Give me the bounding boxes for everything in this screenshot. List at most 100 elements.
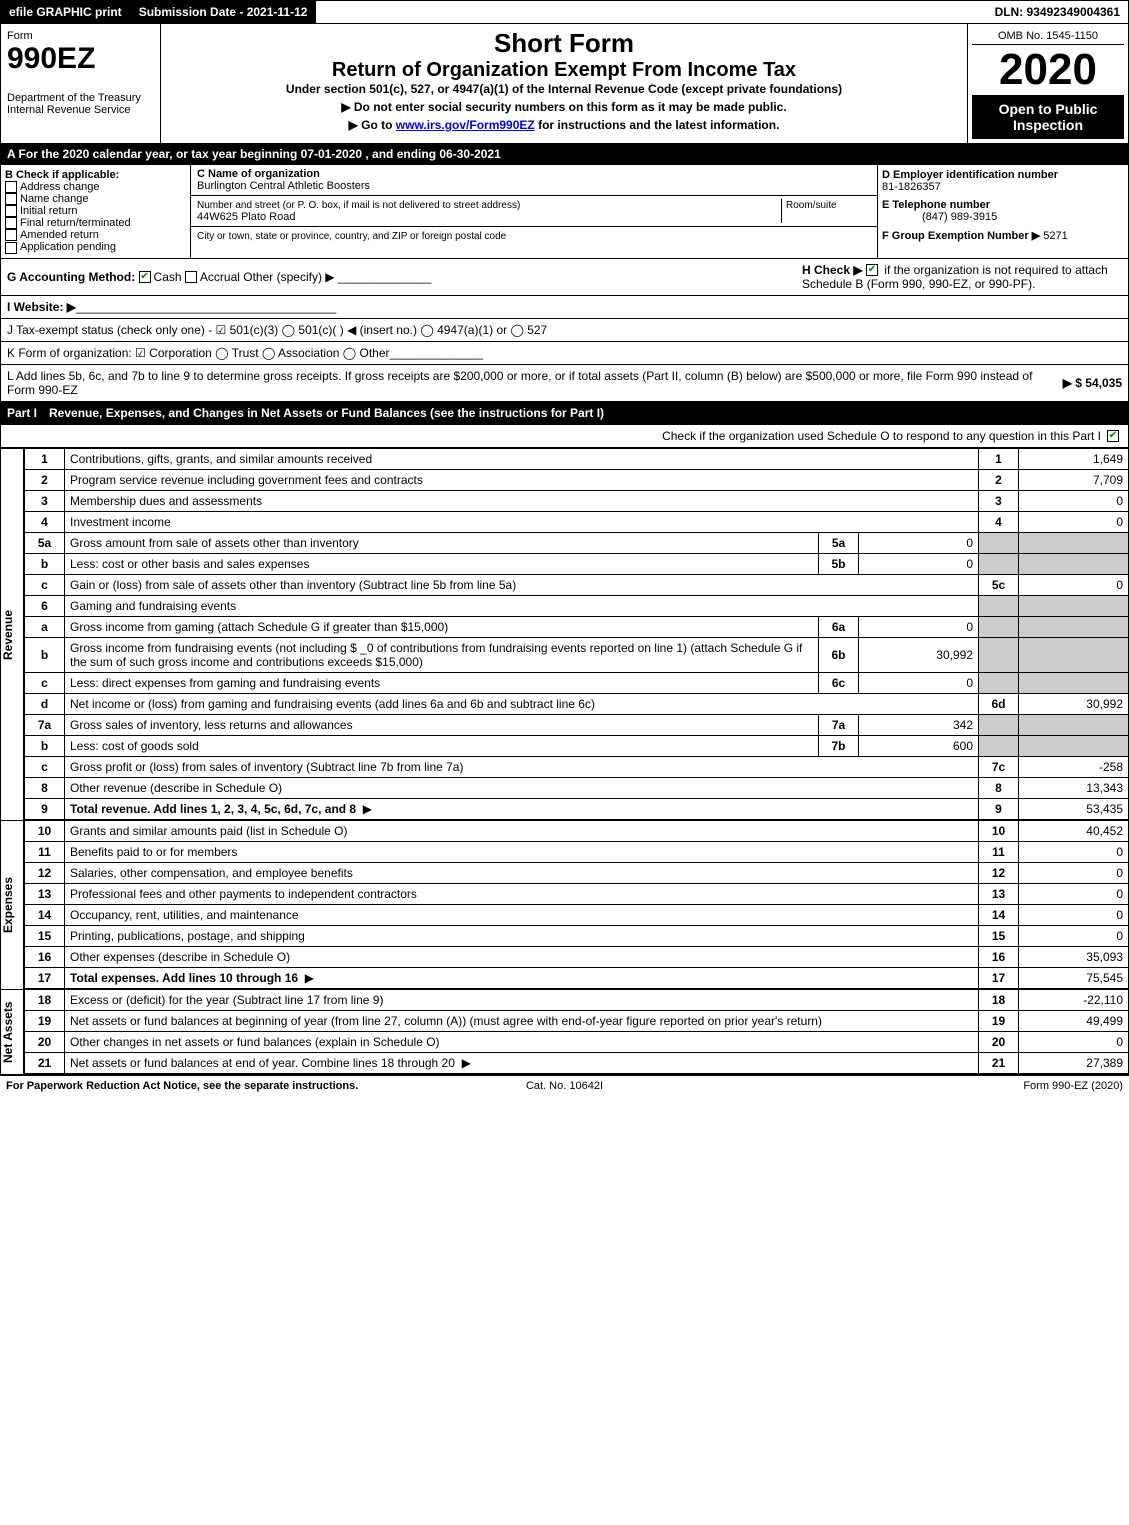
- b-header: B Check if applicable:: [5, 169, 186, 181]
- sub-box-label: 6a: [819, 616, 859, 637]
- checkbox-icon[interactable]: [5, 242, 17, 254]
- line-description: Investment income: [65, 511, 979, 532]
- line-row: aGross income from gaming (attach Schedu…: [25, 616, 1129, 637]
- section-b: B Check if applicable: Address change Na…: [1, 165, 191, 258]
- goto-instructions: ▶ Go to www.irs.gov/Form990EZ for instru…: [169, 118, 959, 132]
- line-row: 17Total expenses. Add lines 10 through 1…: [25, 967, 1129, 988]
- line-row: 7aGross sales of inventory, less returns…: [25, 714, 1129, 735]
- sub-amount: 0: [859, 553, 979, 574]
- line-amount: 7,709: [1019, 469, 1129, 490]
- box-number: 8: [979, 777, 1019, 798]
- b-opt-name: Name change: [5, 193, 186, 205]
- line-description: Gross income from gaming (attach Schedul…: [65, 616, 819, 637]
- line-number: 4: [25, 511, 65, 532]
- header-right: OMB No. 1545-1150 2020 Open to Public In…: [968, 24, 1128, 143]
- line-number: 2: [25, 469, 65, 490]
- box-cell: [979, 616, 1019, 637]
- part1-title: Revenue, Expenses, and Changes in Net As…: [49, 406, 1122, 420]
- revenue-section: Revenue 1Contributions, gifts, grants, a…: [0, 448, 1129, 820]
- checkbox-icon[interactable]: [5, 181, 17, 193]
- line-description: Gross amount from sale of assets other t…: [65, 532, 819, 553]
- line-amount: 13,343: [1019, 777, 1129, 798]
- box-number: 13: [979, 883, 1019, 904]
- line-row: 15Printing, publications, postage, and s…: [25, 925, 1129, 946]
- expenses-table: 10Grants and similar amounts paid (list …: [24, 820, 1129, 989]
- line-row: 16Other expenses (describe in Schedule O…: [25, 946, 1129, 967]
- section-def: D Employer identification number81-18263…: [878, 165, 1128, 258]
- line-row: dNet income or (loss) from gaming and fu…: [25, 693, 1129, 714]
- box-number: 21: [979, 1052, 1019, 1073]
- sub-box-label: 5b: [819, 553, 859, 574]
- amount-cell: [1019, 553, 1129, 574]
- checkbox-schedule-o-icon[interactable]: [1107, 430, 1119, 442]
- part1-check-row: Check if the organization used Schedule …: [0, 425, 1129, 448]
- line-amount: 40,452: [1019, 820, 1129, 841]
- under-section: Under section 501(c), 527, or 4947(a)(1)…: [169, 82, 959, 96]
- box-cell: [979, 735, 1019, 756]
- line-description: Grants and similar amounts paid (list in…: [65, 820, 979, 841]
- line-number: 16: [25, 946, 65, 967]
- line-description: Total expenses. Add lines 10 through 16 …: [65, 967, 979, 988]
- line-row: cLess: direct expenses from gaming and f…: [25, 672, 1129, 693]
- line-row: 1Contributions, gifts, grants, and simil…: [25, 448, 1129, 469]
- box-number: 15: [979, 925, 1019, 946]
- row-g-h: G Accounting Method: Cash Accrual Other …: [0, 259, 1129, 296]
- checkbox-icon[interactable]: [5, 205, 17, 217]
- line-amount: 0: [1019, 490, 1129, 511]
- line-description: Gross profit or (loss) from sales of inv…: [65, 756, 979, 777]
- row-j-tax-exempt: J Tax-exempt status (check only one) - ☑…: [0, 319, 1129, 342]
- box-number: 2: [979, 469, 1019, 490]
- street-value: 44W625 Plato Road: [197, 211, 295, 223]
- line-row: 2Program service revenue including gover…: [25, 469, 1129, 490]
- submission-date: Submission Date - 2021-11-12: [131, 1, 317, 23]
- line-row: 14Occupancy, rent, utilities, and mainte…: [25, 904, 1129, 925]
- line-row: 3Membership dues and assessments30: [25, 490, 1129, 511]
- sub-box-label: 5a: [819, 532, 859, 553]
- box-number: 7c: [979, 756, 1019, 777]
- line-description: Contributions, gifts, grants, and simila…: [65, 448, 979, 469]
- box-cell: [979, 714, 1019, 735]
- checkbox-h-icon[interactable]: [866, 264, 878, 276]
- footer-cat-no: Cat. No. 10642I: [378, 1080, 750, 1092]
- line-amount: 35,093: [1019, 946, 1129, 967]
- omb-number: OMB No. 1545-1150: [972, 28, 1124, 45]
- line-row: 5aGross amount from sale of assets other…: [25, 532, 1129, 553]
- box-number: 14: [979, 904, 1019, 925]
- g-accounting: G Accounting Method: Cash Accrual Other …: [7, 270, 802, 284]
- org-name: Burlington Central Athletic Boosters: [197, 180, 370, 192]
- line-number: 6: [25, 595, 65, 616]
- c-name-label: C Name of organization: [197, 168, 320, 180]
- checkbox-icon[interactable]: [5, 229, 17, 241]
- irs-link[interactable]: www.irs.gov/Form990EZ: [396, 118, 535, 132]
- line-amount: 0: [1019, 841, 1129, 862]
- line-description: Total revenue. Add lines 1, 2, 3, 4, 5c,…: [65, 798, 979, 819]
- line-row: 6Gaming and fundraising events: [25, 595, 1129, 616]
- checkbox-icon[interactable]: [5, 193, 17, 205]
- checkbox-cash-icon[interactable]: [139, 271, 151, 283]
- form-header: Form 990EZ Department of the Treasury In…: [0, 24, 1129, 144]
- checkbox-icon[interactable]: [5, 217, 17, 229]
- box-number: 4: [979, 511, 1019, 532]
- line-number: a: [25, 616, 65, 637]
- line-description: Other changes in net assets or fund bala…: [65, 1031, 979, 1052]
- part1-label: Part I: [7, 406, 37, 420]
- line-row: bLess: cost or other basis and sales exp…: [25, 553, 1129, 574]
- form-label: Form: [7, 30, 154, 42]
- line-row: 19Net assets or fund balances at beginni…: [25, 1010, 1129, 1031]
- room-label: Room/suite: [786, 200, 837, 211]
- c-name-row: C Name of organization Burlington Centra…: [191, 165, 877, 196]
- box-number: 9: [979, 798, 1019, 819]
- line-description: Program service revenue including govern…: [65, 469, 979, 490]
- box-cell: [979, 595, 1019, 616]
- short-form-title: Short Form: [169, 28, 959, 59]
- box-number: 20: [979, 1031, 1019, 1052]
- line-row: 10Grants and similar amounts paid (list …: [25, 820, 1129, 841]
- dept-treasury: Department of the Treasury: [7, 92, 154, 104]
- amount-cell: [1019, 714, 1129, 735]
- top-bar: efile GRAPHIC print Submission Date - 20…: [0, 0, 1129, 24]
- amount-cell: [1019, 595, 1129, 616]
- line-amount: 0: [1019, 862, 1129, 883]
- dln: DLN: 93492349004361: [987, 1, 1128, 23]
- checkbox-accrual-icon[interactable]: [185, 271, 197, 283]
- line-number: 5a: [25, 532, 65, 553]
